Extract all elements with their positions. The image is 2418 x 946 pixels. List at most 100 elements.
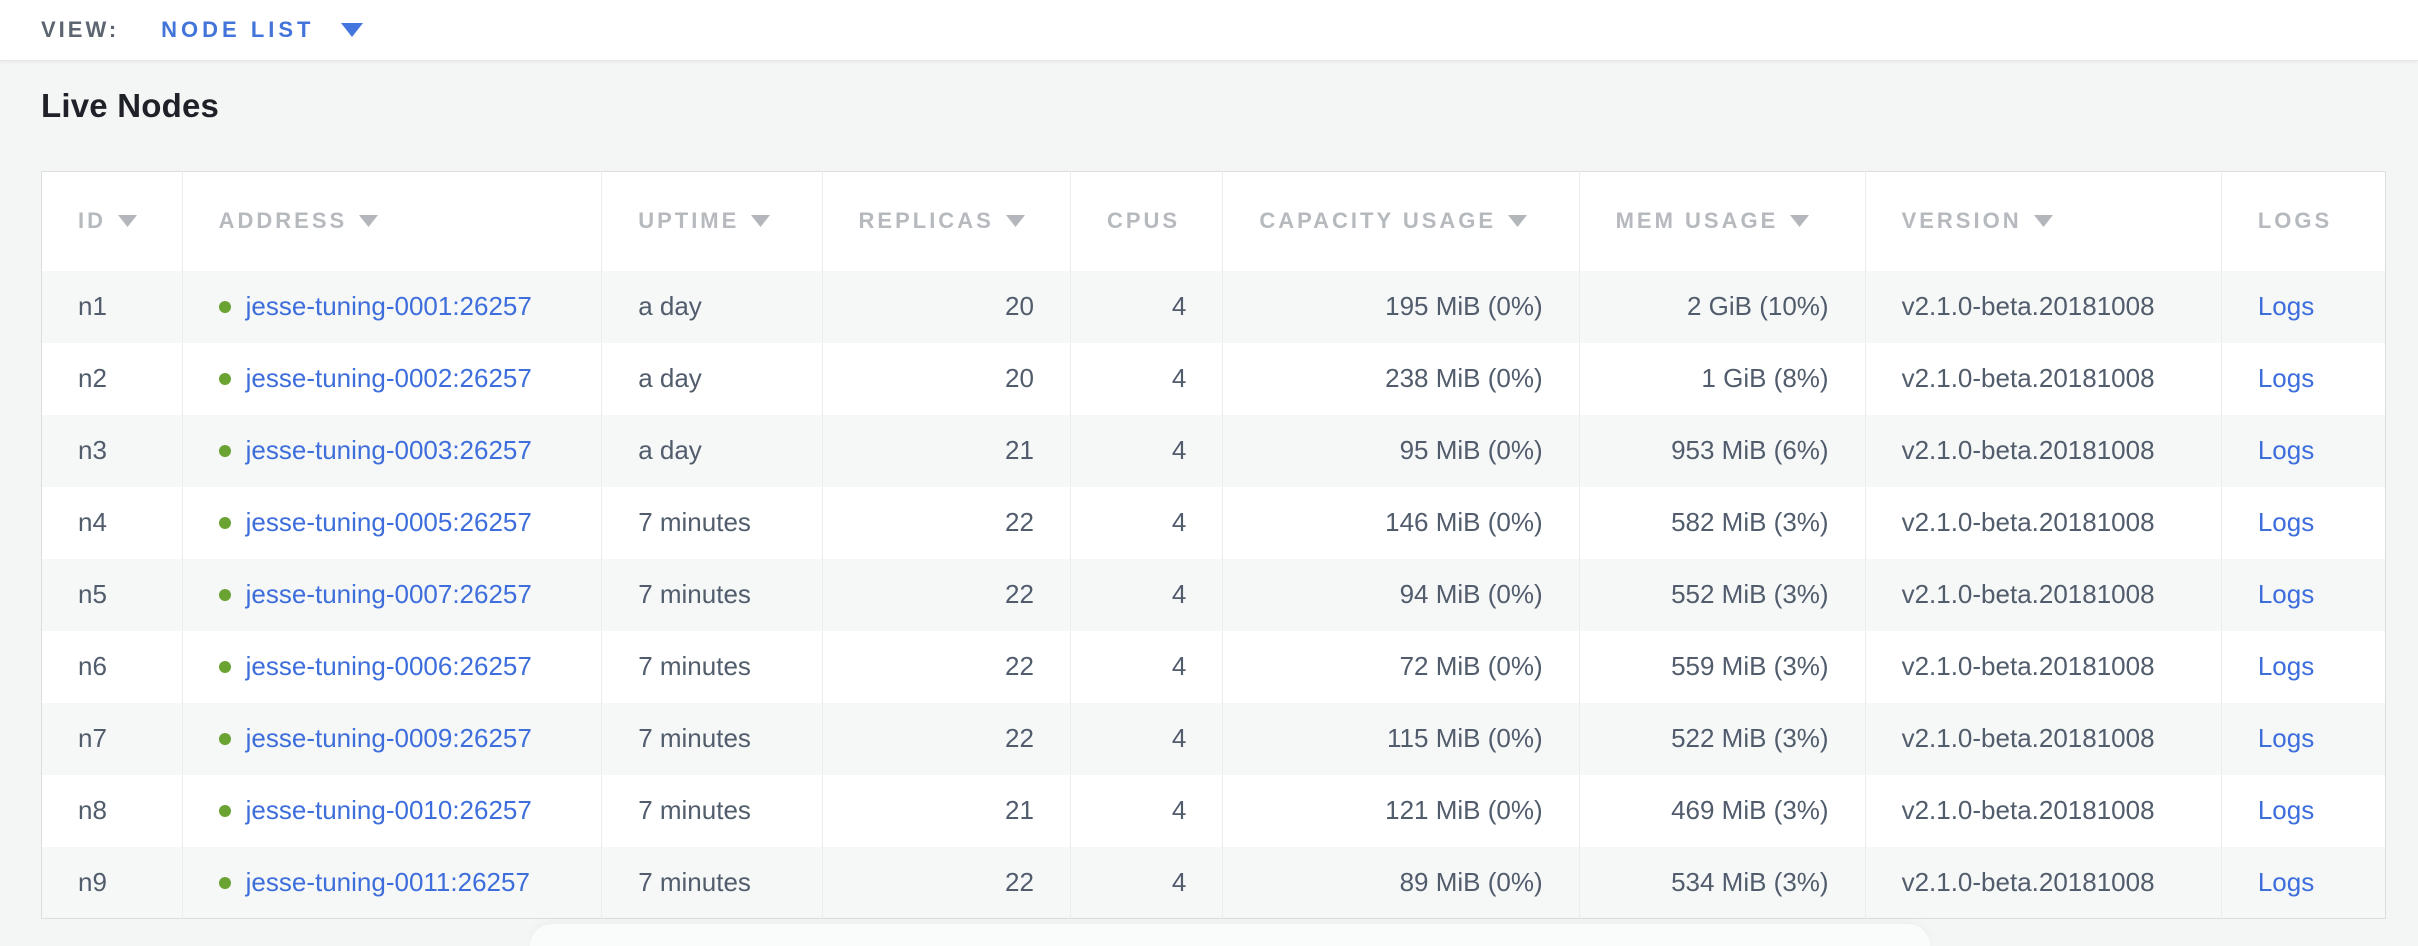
mem-usage-cell: 582 MiB (3%) [1578,486,1866,559]
address-link[interactable]: jesse-tuning-0009:26257 [245,723,532,753]
version-cell: v2.1.0-beta.20181008 [1864,414,2222,487]
mem-usage-cell: 953 MiB (6%) [1578,414,1866,487]
version-cell: v2.1.0-beta.20181008 [1864,846,2222,919]
uptime-cell: 7 minutes [601,774,823,847]
capacity-usage-cell: 95 MiB (0%) [1222,414,1580,487]
capacity-usage-cell: 195 MiB (0%) [1222,270,1580,343]
uptime-cell: 7 minutes [601,630,823,703]
logs-link[interactable]: Logs [2257,291,2315,321]
version-cell: v2.1.0-beta.20181008 [1864,774,2222,847]
live-nodes-table: ID ADDRESS UPTIME REPLICAS CPUS CAPACITY… [41,171,2386,919]
column-header-uptime[interactable]: UPTIME [601,171,823,271]
logs-cell: Logs [2220,270,2386,343]
table-row: n2 jesse-tuning-0002:26257 a day 20 4 23… [41,342,2386,415]
uptime-cell: 7 minutes [601,558,823,631]
view-selector-dropdown[interactable]: NODE LIST [161,17,363,43]
address-link[interactable]: jesse-tuning-0005:26257 [245,507,532,537]
capacity-usage-cell: 115 MiB (0%) [1222,702,1580,775]
logs-link[interactable]: Logs [2257,866,2315,897]
mem-usage-cell: 469 MiB (3%) [1578,774,1866,847]
mem-usage-cell: 1 GiB (8%) [1578,342,1866,415]
node-live-status-icon [218,876,231,889]
node-id-cell: n2 [78,363,107,393]
column-header-replicas[interactable]: REPLICAS [821,171,1071,271]
uptime-cell: a day [601,414,823,487]
capacity-usage-cell: 94 MiB (0%) [1222,558,1580,631]
cpus-cell: 4 [1069,342,1223,415]
logs-link[interactable]: Logs [2257,651,2315,681]
table-row: n5 jesse-tuning-0007:26257 7 minutes 22 … [41,558,2386,631]
node-live-status-icon [218,517,231,529]
node-id-cell: n4 [78,507,107,537]
address-cell: jesse-tuning-0006:26257 [181,630,602,703]
table-header-row: ID ADDRESS UPTIME REPLICAS CPUS CAPACITY… [41,171,2386,271]
logs-cell: Logs [2220,774,2386,847]
mem-usage-cell: 534 MiB (3%) [1578,846,1866,919]
capacity-usage-cell: 238 MiB (0%) [1222,342,1580,415]
version-cell: v2.1.0-beta.20181008 [1864,558,2222,631]
cpus-cell: 4 [1069,486,1223,559]
cpus-cell: 4 [1069,630,1223,703]
uptime-cell: a day [601,342,823,415]
column-header-mem-usage[interactable]: MEM USAGE [1578,171,1866,271]
table-row: n6 jesse-tuning-0006:26257 7 minutes 22 … [41,630,2386,703]
column-header-id[interactable]: ID [41,171,183,271]
sort-desc-icon [751,215,771,228]
address-link[interactable]: jesse-tuning-0010:26257 [245,795,532,825]
node-live-status-icon [218,733,231,745]
address-cell: jesse-tuning-0009:26257 [181,702,602,775]
column-header-capacity-usage[interactable]: CAPACITY USAGE [1222,171,1580,271]
address-link[interactable]: jesse-tuning-0003:26257 [245,435,532,465]
logs-link[interactable]: Logs [2257,723,2315,753]
next-section-top-edge [530,924,1930,946]
address-cell: jesse-tuning-0002:26257 [181,342,602,415]
sort-desc-icon [359,215,379,228]
sort-desc-icon [118,215,137,228]
logs-cell: Logs [2220,414,2386,487]
replicas-cell: 21 [821,774,1071,847]
node-id-cell: n5 [78,579,107,609]
address-cell: jesse-tuning-0011:26257 [181,846,602,919]
page-title: Live Nodes [41,87,220,124]
address-link[interactable]: jesse-tuning-0001:26257 [245,291,532,321]
uptime-cell: 7 minutes [601,846,823,919]
view-selected-value: NODE LIST [161,17,315,42]
column-header-version[interactable]: VERSION [1864,171,2222,271]
uptime-cell: 7 minutes [601,486,823,559]
node-live-status-icon [218,661,231,673]
capacity-usage-cell: 72 MiB (0%) [1222,630,1580,703]
cpus-cell: 4 [1069,270,1223,343]
address-link[interactable]: jesse-tuning-0011:26257 [245,866,530,897]
node-live-status-icon [218,301,231,313]
logs-cell: Logs [2220,342,2386,415]
node-live-status-icon [218,589,231,601]
address-link[interactable]: jesse-tuning-0006:26257 [245,651,532,681]
column-header-address[interactable]: ADDRESS [181,171,602,271]
node-id-cell: n8 [78,795,107,825]
address-cell: jesse-tuning-0003:26257 [181,414,602,487]
cpus-cell: 4 [1069,846,1223,919]
table-row: n8 jesse-tuning-0010:26257 7 minutes 21 … [41,774,2386,847]
replicas-cell: 22 [821,558,1071,631]
version-cell: v2.1.0-beta.20181008 [1864,702,2222,775]
address-link[interactable]: jesse-tuning-0002:26257 [245,363,532,393]
logs-link[interactable]: Logs [2257,579,2315,609]
address-link[interactable]: jesse-tuning-0007:26257 [245,579,532,609]
logs-link[interactable]: Logs [2257,435,2315,465]
replicas-cell: 21 [821,414,1071,487]
table-row: n3 jesse-tuning-0003:26257 a day 21 4 95… [41,414,2386,487]
cpus-cell: 4 [1069,702,1223,775]
logs-cell: Logs [2220,846,2386,919]
logs-cell: Logs [2220,558,2386,631]
live-nodes-section: Live Nodes ID ADDRESS UPTIME REPLICAS CP… [0,86,2418,919]
logs-link[interactable]: Logs [2257,363,2315,393]
column-header-cpus: CPUS [1069,171,1223,271]
uptime-cell: a day [601,270,823,343]
logs-link[interactable]: Logs [2257,507,2315,537]
logs-cell: Logs [2220,630,2386,703]
sort-desc-icon [1508,215,1528,228]
table-row: n4 jesse-tuning-0005:26257 7 minutes 22 … [41,486,2386,559]
address-cell: jesse-tuning-0007:26257 [181,558,602,631]
logs-link[interactable]: Logs [2257,795,2315,825]
version-cell: v2.1.0-beta.20181008 [1864,486,2222,559]
